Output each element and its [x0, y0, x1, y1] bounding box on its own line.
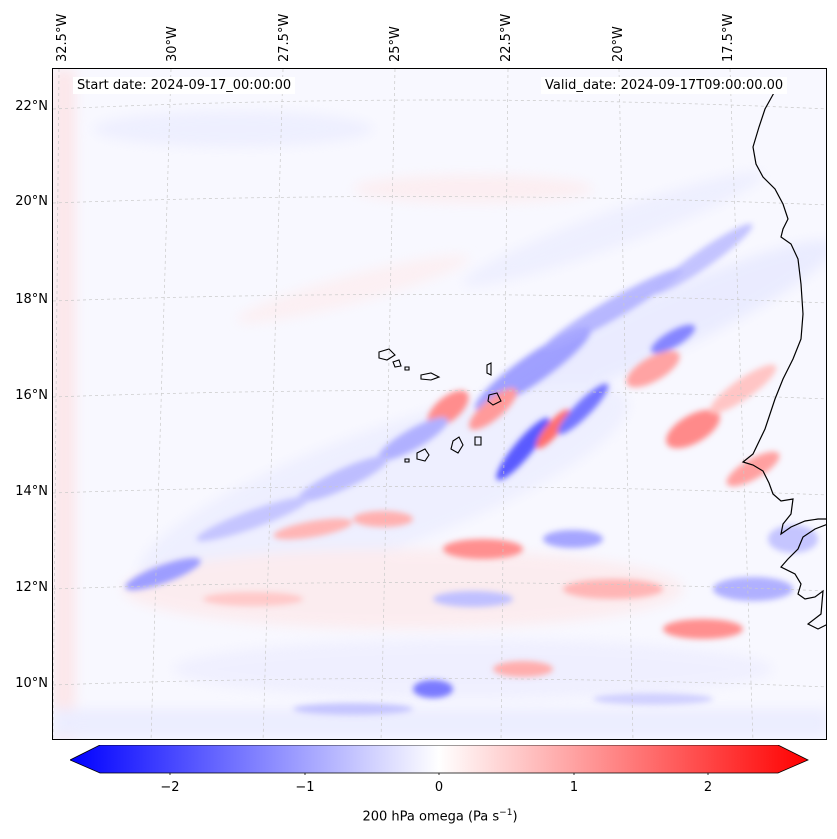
colorbar-tick-1: 1	[569, 780, 579, 795]
lat-label-14n: 14°N	[15, 484, 48, 499]
lon-label-30w: 30°W	[165, 26, 180, 62]
lat-label-12n: 12°N	[15, 580, 48, 595]
colorbar-tick-neg1: −1	[295, 780, 315, 795]
lon-label-27-5w: 27.5°W	[277, 13, 292, 62]
lon-label-32-5w: 32.5°W	[55, 13, 70, 62]
omega-field-detail	[125, 223, 818, 715]
colorbar-ticks	[169, 773, 709, 775]
lon-label-17-5w: 17.5°W	[721, 13, 736, 62]
omega-map: Start date: 2024-09-17_00:00:00 Valid_da…	[52, 68, 827, 740]
colorbar-tick-0: 0	[434, 780, 444, 795]
cape-verde-islands	[378, 348, 502, 463]
valid-date-label: Valid_date: 2024-09-17T09:00:00.00	[541, 77, 788, 94]
colorbar	[70, 745, 809, 775]
lon-label-20w: 20°W	[611, 26, 626, 62]
omega-field-broad	[53, 69, 826, 739]
lon-label-25w: 25°W	[388, 26, 403, 62]
colorbar-tick-neg2: −2	[160, 780, 180, 795]
lat-label-18n: 18°N	[15, 292, 48, 307]
coastline-africa	[741, 90, 826, 630]
lat-label-16n: 16°N	[15, 388, 48, 403]
lat-label-22n: 22°N	[15, 99, 48, 114]
start-date-label: Start date: 2024-09-17_00:00:00	[73, 77, 296, 94]
lon-label-22-5w: 22.5°W	[499, 13, 514, 62]
map-field	[53, 69, 826, 739]
lat-label-20n: 20°N	[15, 194, 48, 209]
colorbar-tick-2: 2	[703, 780, 713, 795]
colorbar-label: 200 hPa omega (Pa s−1)	[362, 808, 518, 825]
graticule	[53, 69, 826, 739]
colorbar-gradient	[70, 745, 809, 774]
lat-label-10n: 10°N	[15, 676, 48, 691]
